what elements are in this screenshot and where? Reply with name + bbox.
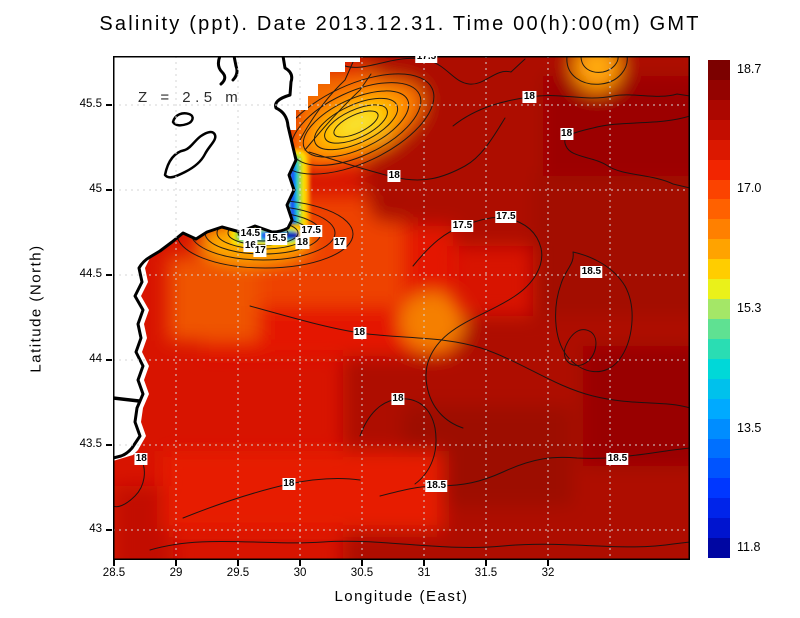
x-tick-label: 31.5 xyxy=(474,567,498,579)
colorbar-segment xyxy=(708,279,730,300)
colorbar-tick-label: 11.8 xyxy=(737,540,761,555)
colorbar-segment xyxy=(708,79,730,100)
river xyxy=(113,396,141,403)
colorbar-segment xyxy=(708,478,730,499)
colorbar-tick-label: 17.0 xyxy=(737,181,762,196)
colorbar xyxy=(708,60,730,559)
colorbar-segment xyxy=(708,318,730,339)
y-tick-label: 44 xyxy=(89,353,102,365)
y-tick-label: 45 xyxy=(89,183,102,195)
colorbar-segment xyxy=(708,418,730,439)
salinity-map xyxy=(113,56,690,560)
x-tick-mark xyxy=(547,560,549,566)
colorbar-segment xyxy=(708,60,730,80)
colorbar-segment xyxy=(708,99,730,120)
colorbar-segment xyxy=(708,179,730,200)
x-tick-label: 31 xyxy=(417,567,431,579)
colorbar-segment xyxy=(708,458,730,479)
x-axis-title: Longitude (East) xyxy=(334,588,469,605)
colorbar-segment xyxy=(708,239,730,260)
colorbar-segment xyxy=(708,259,730,280)
y-tick-mark xyxy=(106,444,112,446)
y-tick-mark xyxy=(106,189,112,191)
colorbar-segment xyxy=(708,139,730,160)
y-tick-mark xyxy=(106,529,112,531)
colorbar-segment xyxy=(708,338,730,359)
colorbar-segment xyxy=(708,438,730,459)
plot-border xyxy=(113,56,690,560)
y-axis-title: Latitude (North) xyxy=(27,244,45,373)
y-tick-label: 43.5 xyxy=(79,438,102,450)
colorbar-segment xyxy=(708,358,730,379)
x-tick-mark xyxy=(175,560,177,566)
colorbar-segment xyxy=(708,378,730,399)
y-tick-label: 45.5 xyxy=(79,98,102,110)
x-tick-mark xyxy=(237,560,239,566)
colorbar-segment xyxy=(708,199,730,220)
salinity-field-shading xyxy=(113,56,690,560)
x-tick-mark xyxy=(361,560,363,566)
map-plot-area xyxy=(113,56,690,560)
x-tick-label: 29 xyxy=(169,567,183,579)
x-tick-label: 29.5 xyxy=(226,567,250,579)
gridlines xyxy=(113,56,690,560)
colorbar-tick-label: 13.5 xyxy=(737,420,762,435)
x-tick-mark xyxy=(423,560,425,566)
y-tick-mark xyxy=(106,104,112,106)
y-tick-mark xyxy=(106,274,112,276)
y-tick-label: 43 xyxy=(89,523,102,535)
colorbar-segment xyxy=(708,299,730,319)
colorbar-segment xyxy=(708,498,730,519)
colorbar-segment xyxy=(708,119,730,140)
colorbar-segment xyxy=(708,219,730,240)
colorbar-segment xyxy=(708,159,730,180)
x-tick-label: 32 xyxy=(541,567,555,579)
coastline xyxy=(113,56,298,460)
x-tick-label: 28.5 xyxy=(102,567,126,579)
colorbar-tick-label: 15.3 xyxy=(737,301,762,315)
x-tick-mark xyxy=(485,560,487,566)
y-tick-mark xyxy=(106,359,112,361)
page-title: Salinity (ppt). Date 2013.12.31. Time 00… xyxy=(99,13,701,35)
colorbar-segment xyxy=(708,398,730,419)
colorbar-tick-label: 18.7 xyxy=(737,61,762,76)
x-tick-label: 30 xyxy=(293,567,307,579)
x-tick-mark xyxy=(299,560,301,566)
colorbar-segment xyxy=(708,538,730,559)
colorbar-segment xyxy=(708,518,730,539)
x-tick-mark xyxy=(113,560,115,566)
x-tick-label: 30.5 xyxy=(350,567,374,579)
lagoon xyxy=(163,112,217,179)
y-tick-label: 44.5 xyxy=(79,268,102,280)
